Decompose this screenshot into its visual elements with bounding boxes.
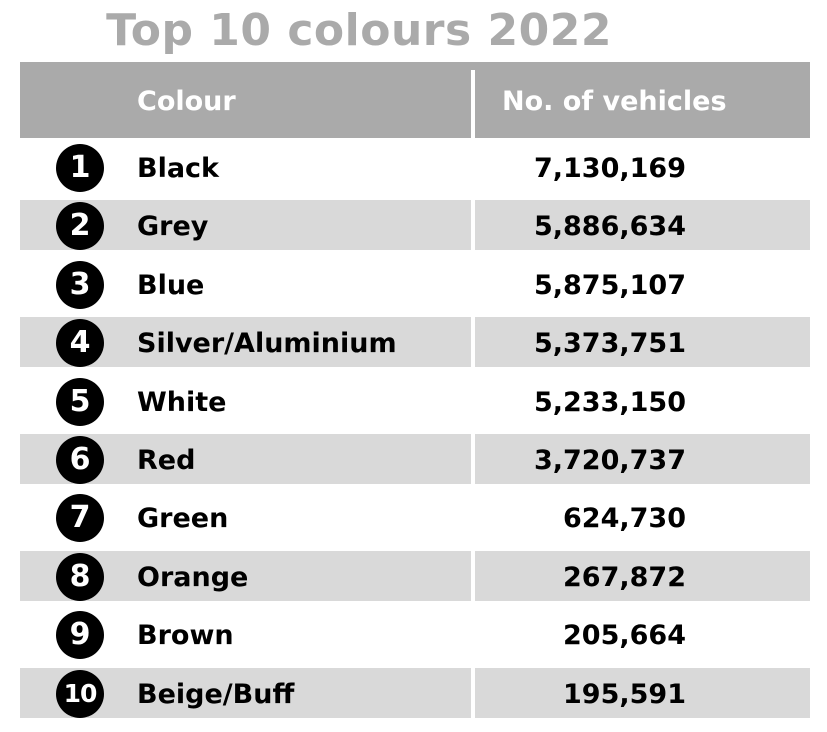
colour-table: Colour No. of vehicles 1 Black 7,130,169 2 G… — [20, 62, 810, 724]
colour-label: Green — [137, 503, 229, 535]
table-row: 9 Brown 205,664 — [20, 609, 810, 660]
header-vehicles: No. of vehicles — [502, 86, 727, 117]
rank-badge: 4 — [56, 319, 104, 368]
rank-badge: 2 — [56, 202, 104, 251]
rank-badge: 1 — [56, 144, 104, 192]
column-divider — [471, 70, 475, 724]
table-row: 7 Green 624,730 — [20, 492, 810, 543]
colour-label: Orange — [137, 561, 249, 593]
table-header: Colour No. of vehicles — [20, 62, 810, 138]
rank-badge: 10 — [56, 669, 104, 718]
vehicle-count: 195,591 — [563, 678, 686, 710]
header-colour: Colour — [137, 86, 236, 117]
rank-badge: 7 — [56, 494, 104, 543]
chart-title: Top 10 colours 2022 — [106, 5, 612, 56]
rank-badge: 8 — [56, 552, 104, 601]
colour-label: Grey — [137, 211, 209, 243]
table-row: 2 Grey 5,886,634 — [20, 200, 810, 251]
table-row: 4 Silver/Aluminium 5,373,751 — [20, 317, 810, 368]
vehicle-count: 5,233,150 — [533, 386, 686, 418]
colour-label: Red — [137, 445, 196, 476]
vehicle-count: 5,886,634 — [533, 211, 686, 243]
table-row: 6 Red 3,720,737 — [20, 434, 810, 484]
colour-label: White — [137, 386, 227, 418]
colour-label: Silver/Aluminium — [137, 328, 397, 360]
rank-badge: 3 — [56, 260, 104, 309]
vehicle-count: 205,664 — [563, 620, 686, 652]
table-row: 10 Beige/Buff 195,591 — [20, 667, 810, 718]
table-row: 5 White 5,233,150 — [20, 376, 810, 426]
colour-label: Blue — [137, 269, 205, 301]
rank-badge: 9 — [56, 611, 104, 660]
table-row: 1 Black 7,130,169 — [20, 142, 810, 192]
vehicle-count: 5,373,751 — [533, 328, 686, 360]
table-row: 3 Blue 5,875,107 — [20, 259, 810, 309]
rank-badge: 5 — [56, 377, 104, 426]
colour-label: Beige/Buff — [137, 678, 295, 710]
table-row: 8 Orange 267,872 — [20, 550, 810, 601]
rank-badge: 6 — [56, 436, 104, 484]
vehicle-count: 7,130,169 — [533, 153, 686, 184]
vehicle-count: 5,875,107 — [533, 269, 686, 301]
colour-label: Brown — [137, 620, 234, 652]
vehicle-count: 267,872 — [563, 561, 686, 593]
vehicle-count: 624,730 — [563, 503, 686, 535]
colour-label: Black — [137, 153, 220, 184]
vehicle-count: 3,720,737 — [533, 445, 686, 476]
